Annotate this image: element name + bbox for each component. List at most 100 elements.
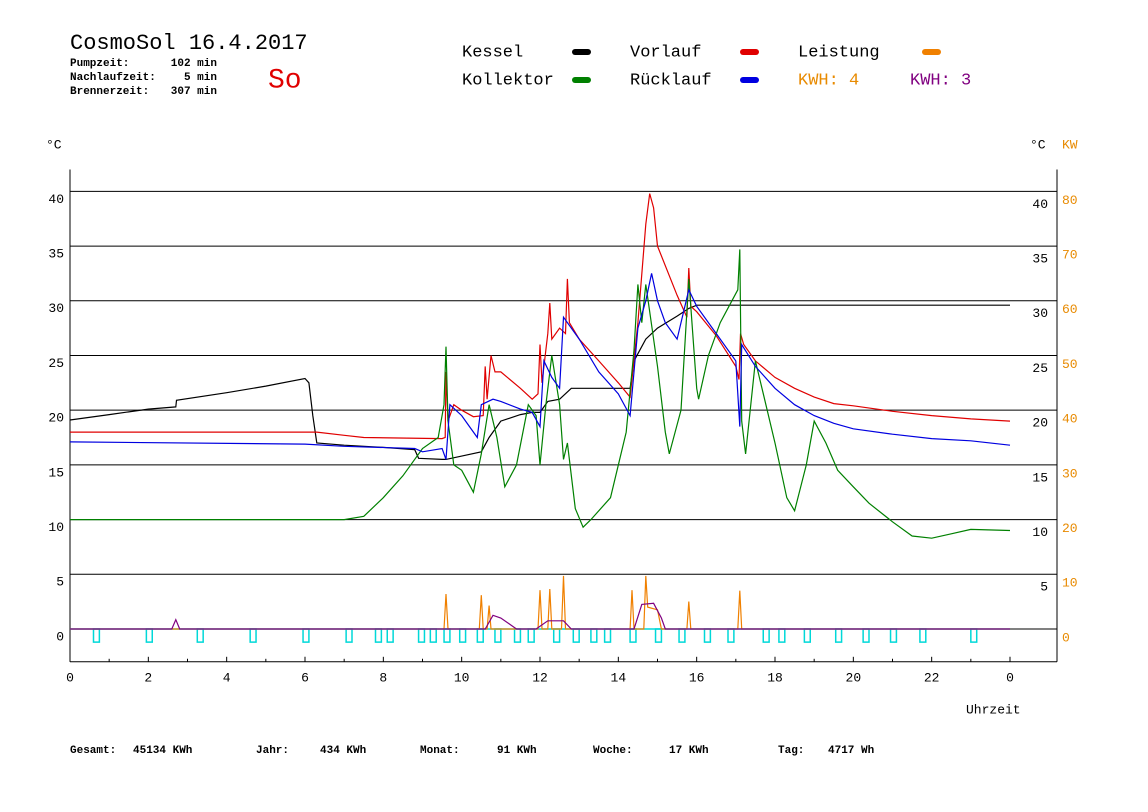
pump-pulse <box>458 628 467 643</box>
info-label: Nachlaufzeit: <box>70 72 156 84</box>
pump-pulse <box>762 628 770 643</box>
legend-annotation: KWH: 4 <box>798 71 859 90</box>
legend-swatch <box>740 77 759 83</box>
y-tick-label: 0 <box>56 629 64 644</box>
y-tick-label: 35 <box>48 247 64 262</box>
footer-value: 434 KWh <box>320 745 366 757</box>
legend-swatch <box>922 49 941 55</box>
pump-pulse <box>678 628 686 643</box>
legend-label: Kessel <box>462 43 523 62</box>
info-value: 102 min <box>171 58 217 70</box>
legend-swatch <box>740 49 759 55</box>
x-tick-label: 0 <box>1006 670 1014 685</box>
pump-pulse <box>919 628 927 643</box>
pump-pulse <box>970 628 978 643</box>
info-label: Pumpzeit: <box>70 58 129 70</box>
y-tick-label: 15 <box>48 465 64 480</box>
x-tick-label: 10 <box>454 670 470 685</box>
y-tick-label: 10 <box>48 520 64 535</box>
footer-value: 91 KWh <box>497 745 537 757</box>
y2-tick-label: 80 <box>1062 193 1078 208</box>
pump-pulse <box>603 628 612 643</box>
pump-pulse <box>345 628 353 643</box>
x-axis-label: Uhrzeit <box>966 702 1021 717</box>
pump-pulse <box>476 628 484 643</box>
y-right-tick-label: 25 <box>1032 361 1048 376</box>
x-tick-label: 12 <box>532 670 548 685</box>
y2-tick-label: 70 <box>1062 248 1078 263</box>
footer-value: 45134 KWh <box>133 745 192 757</box>
series-line <box>70 575 1010 630</box>
x-tick-label: 20 <box>846 670 862 685</box>
legend-label: Vorlauf <box>630 43 701 62</box>
legend-label: Leistung <box>798 43 880 62</box>
series-line <box>70 249 1011 539</box>
x-tick-label: 6 <box>301 670 309 685</box>
x-tick-label: 22 <box>924 670 940 685</box>
pump-pulse <box>889 628 898 643</box>
pump-pulse <box>513 628 522 643</box>
pump-pulse <box>417 628 426 643</box>
x-tick-label: 4 <box>223 670 231 685</box>
y-right-tick-label: 10 <box>1032 525 1048 540</box>
pump-pulse <box>527 628 535 643</box>
pump-pulse <box>374 628 383 643</box>
pump-pulse <box>572 628 580 643</box>
legend-label: Rücklauf <box>630 71 712 90</box>
x-tick-label: 0 <box>66 670 74 685</box>
pump-pulse <box>727 628 735 643</box>
y2-tick-label: 10 <box>1062 576 1078 591</box>
footer-label: Gesamt: <box>70 745 116 757</box>
footer-value: 17 KWh <box>669 745 709 757</box>
y-right-tick-label: 40 <box>1032 197 1048 212</box>
footer-label: Monat: <box>420 745 460 757</box>
y-right-tick-label: 20 <box>1032 416 1048 431</box>
y-tick-label: 20 <box>48 411 64 426</box>
y2-tick-label: 30 <box>1062 466 1078 481</box>
y2-tick-label: 50 <box>1062 357 1078 372</box>
y-tick-label: 5 <box>56 575 64 590</box>
y2-tick-label: 0 <box>1062 630 1070 645</box>
x-tick-label: 8 <box>379 670 387 685</box>
pump-pulse <box>590 628 598 643</box>
info-label: Brennerzeit: <box>70 86 149 98</box>
pump-pulse <box>494 628 502 643</box>
y-right-tick-label: 5 <box>1040 580 1048 595</box>
pump-pulse <box>629 628 637 643</box>
info-value: 307 min <box>171 86 217 98</box>
y-axis-label: °C <box>46 137 62 152</box>
y2-axis-label: KW <box>1062 137 1078 152</box>
pump-pulse <box>834 628 843 643</box>
info-value: 5 min <box>184 72 217 84</box>
pump-pulse <box>703 628 712 643</box>
legend-label: KWH: 3 <box>910 71 971 90</box>
pump-pulse <box>386 628 394 643</box>
pump-pulse <box>249 628 257 643</box>
pump-pulse <box>145 628 153 643</box>
x-tick-label: 14 <box>611 670 627 685</box>
y-right-tick-label: 30 <box>1032 306 1048 321</box>
y-tick-label: 40 <box>48 192 64 207</box>
day-label: So <box>268 65 302 96</box>
x-tick-label: 16 <box>689 670 705 685</box>
footer-label: Tag: <box>778 745 804 757</box>
pump-pulse <box>654 628 663 643</box>
pump-pulse <box>302 628 310 643</box>
series-line <box>70 602 1010 630</box>
x-tick-label: 18 <box>767 670 783 685</box>
pump-pulse <box>196 628 204 643</box>
y-tick-label: 25 <box>48 356 64 371</box>
chart-title: CosmoSol 16.4.2017 <box>70 31 308 56</box>
pump-pulse <box>92 628 101 643</box>
series-line <box>69 304 1010 460</box>
pump-pulse <box>862 628 870 643</box>
y-right-tick-label: 15 <box>1032 470 1048 485</box>
y2-tick-label: 40 <box>1062 412 1078 427</box>
footer-value: 4717 Wh <box>828 745 874 757</box>
x-tick-label: 2 <box>144 670 152 685</box>
pump-pulse <box>443 628 451 643</box>
y2-tick-label: 20 <box>1062 521 1078 536</box>
footer-label: Jahr: <box>256 745 289 757</box>
y2-tick-label: 60 <box>1062 302 1078 317</box>
